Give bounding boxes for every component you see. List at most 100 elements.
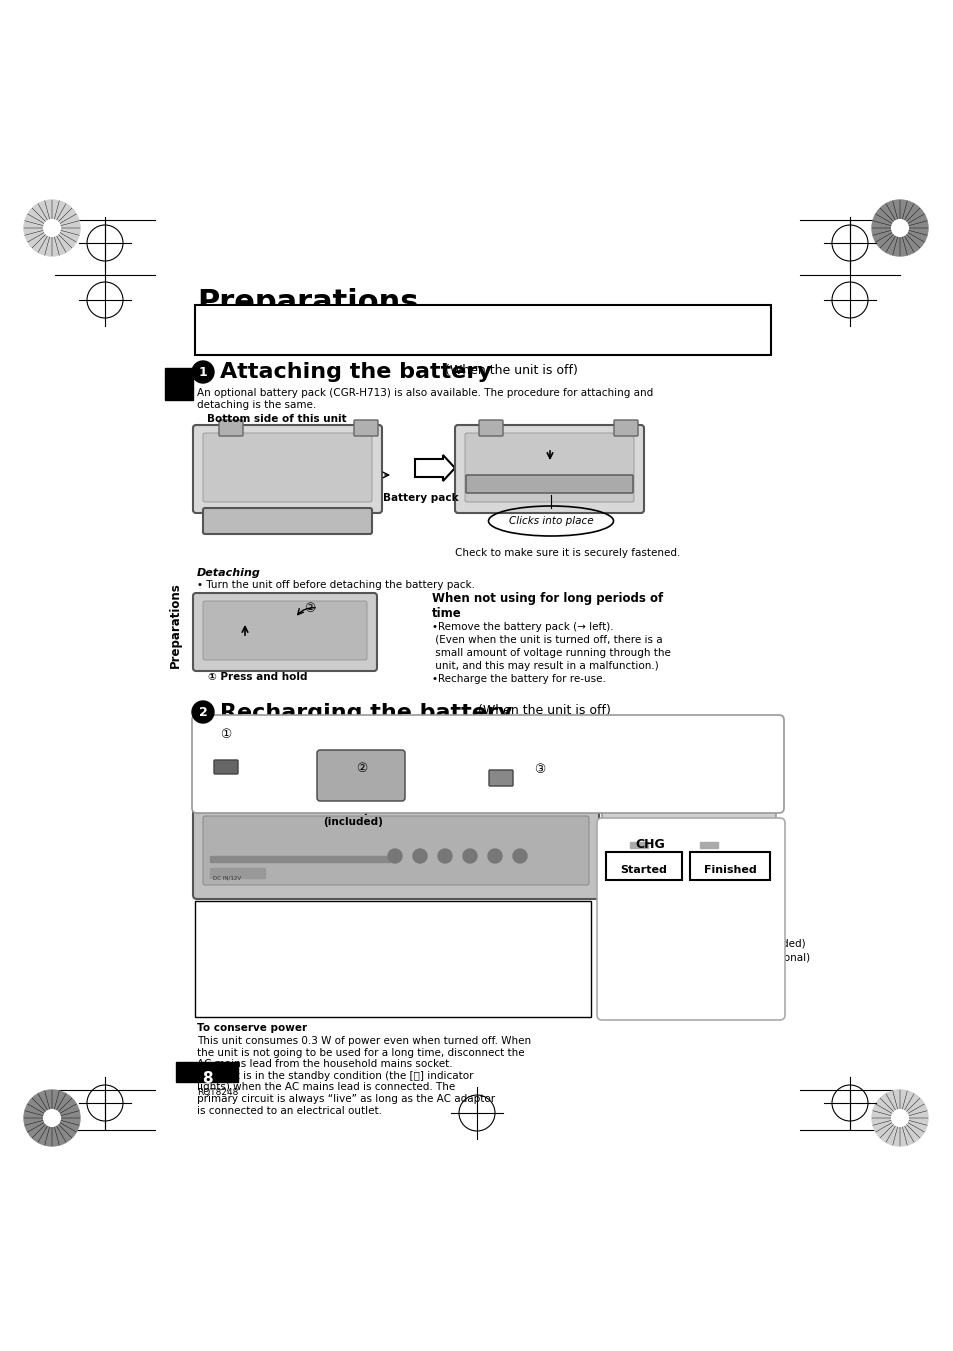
Circle shape: [462, 848, 476, 863]
Text: READ THE CAUTION FOR THE AC MAINS LEAD ON PAGE 2 BEFORE CONNECTION.: READ THE CAUTION FOR THE AC MAINS LEAD O…: [201, 334, 665, 345]
Text: (Even when the unit is turned off, there is a: (Even when the unit is turned off, there…: [432, 635, 662, 644]
Circle shape: [871, 1090, 927, 1146]
FancyBboxPatch shape: [192, 715, 783, 813]
Text: ②: ②: [356, 762, 367, 775]
Text: 8: 8: [201, 1071, 213, 1086]
Text: To conserve power: To conserve power: [196, 1023, 307, 1034]
Circle shape: [891, 1109, 907, 1127]
Bar: [629, 842, 647, 848]
FancyBboxPatch shape: [354, 420, 377, 436]
Text: Bottom side of this unit: Bottom side of this unit: [207, 413, 346, 424]
Text: • Turn the unit off before detaching the battery pack.: • Turn the unit off before detaching the…: [196, 580, 475, 590]
Circle shape: [488, 848, 501, 863]
FancyBboxPatch shape: [203, 508, 372, 534]
Text: (When the unit is off): (When the unit is off): [477, 704, 610, 717]
Bar: [165, 367, 193, 400]
FancyBboxPatch shape: [213, 761, 237, 774]
Text: When not using for long periods of
time: When not using for long periods of time: [432, 592, 662, 620]
FancyBboxPatch shape: [193, 426, 381, 513]
Circle shape: [513, 848, 526, 863]
FancyBboxPatch shape: [478, 420, 502, 436]
Text: included Car DC Adaptor).: included Car DC Adaptor).: [202, 971, 348, 982]
Text: DC IN: DC IN: [218, 800, 251, 811]
FancyBboxPatch shape: [193, 809, 598, 898]
Text: Recharging time :: Recharging time :: [606, 925, 711, 935]
Text: small amount of voltage running through the: small amount of voltage running through …: [432, 648, 670, 658]
Circle shape: [891, 220, 907, 236]
Circle shape: [44, 1109, 60, 1127]
Text: •Remove the battery pack (→ left).: •Remove the battery pack (→ left).: [432, 621, 613, 632]
Text: Recharging the battery: Recharging the battery: [220, 703, 512, 723]
FancyBboxPatch shape: [455, 426, 643, 513]
Text: Approx. 4 hours (CGR-H701, included): Approx. 4 hours (CGR-H701, included): [606, 939, 804, 948]
Text: Preparations: Preparations: [196, 288, 418, 317]
Circle shape: [24, 1090, 80, 1146]
FancyBboxPatch shape: [203, 434, 372, 503]
FancyBboxPatch shape: [219, 420, 243, 436]
Text: Approx. 10 hours (CGR-H713, optional): Approx. 10 hours (CGR-H713, optional): [606, 952, 809, 963]
FancyBboxPatch shape: [194, 901, 590, 1017]
Text: Battery pack: Battery pack: [382, 493, 458, 503]
FancyBboxPatch shape: [614, 420, 638, 436]
Text: connecting Car DC Adaptor (→ page 19, Connecting the: connecting Car DC Adaptor (→ page 19, Co…: [202, 958, 502, 969]
Text: Clicks into place: Clicks into place: [508, 516, 593, 526]
Text: CHG: CHG: [635, 832, 659, 842]
FancyBboxPatch shape: [194, 305, 770, 355]
FancyArrow shape: [415, 455, 455, 481]
FancyBboxPatch shape: [605, 852, 681, 880]
FancyBboxPatch shape: [597, 817, 784, 1020]
Text: AC mains lead (included): AC mains lead (included): [435, 734, 565, 743]
Text: [ⓩ]   goes out → lights: [ⓩ] goes out → lights: [606, 894, 720, 905]
FancyBboxPatch shape: [203, 816, 588, 885]
FancyBboxPatch shape: [689, 852, 769, 880]
Text: When finished, disconnect the AC
adaptor and the AC mains lead.: When finished, disconnect the AC adaptor…: [606, 971, 782, 993]
Circle shape: [413, 848, 427, 863]
Circle shape: [44, 220, 60, 236]
Text: CHG: CHG: [635, 838, 664, 851]
Text: ⏻: ⏻: [702, 832, 709, 842]
Bar: [210, 867, 265, 878]
Text: Check to make sure it is securely fastened.: Check to make sure it is securely fasten…: [455, 549, 679, 558]
Text: Detaching: Detaching: [196, 567, 260, 578]
Text: Finished: Finished: [703, 865, 756, 875]
Text: DC IN/12V: DC IN/12V: [213, 875, 241, 881]
Text: AC adaptor
(included): AC adaptor (included): [323, 805, 389, 827]
FancyBboxPatch shape: [489, 770, 513, 786]
Text: An optional battery pack (CGR-H713) is also available. The procedure for attachi: An optional battery pack (CGR-H713) is a…: [196, 388, 653, 409]
Circle shape: [192, 361, 213, 382]
FancyBboxPatch shape: [203, 601, 367, 661]
Bar: [700, 842, 718, 848]
Text: 1: 1: [198, 366, 207, 378]
FancyBboxPatch shape: [316, 750, 405, 801]
Circle shape: [388, 848, 401, 863]
FancyBboxPatch shape: [465, 476, 633, 493]
Text: connecting the AC adaptor and the AC mains lead.: connecting the AC adaptor and the AC mai…: [202, 929, 476, 940]
Text: ②: ②: [304, 603, 315, 615]
Bar: [175, 1062, 237, 1082]
Text: 2: 2: [198, 705, 207, 719]
Text: unit, and this may result in a malfunction.): unit, and this may result in a malfuncti…: [432, 661, 659, 671]
Circle shape: [192, 701, 213, 723]
Circle shape: [24, 200, 80, 255]
Text: Started: Started: [619, 865, 667, 875]
FancyBboxPatch shape: [464, 434, 634, 503]
Circle shape: [871, 200, 927, 255]
Text: To
household
mains socket: To household mains socket: [582, 762, 659, 796]
Text: [CHG] lights    → goes out: [CHG] lights → goes out: [606, 909, 740, 919]
Text: (When the unit is off): (When the unit is off): [444, 363, 578, 377]
Text: Attaching the battery: Attaching the battery: [220, 362, 492, 382]
Text: • You can also use this unit without charging while: • You can also use this unit without cha…: [202, 916, 465, 925]
Text: • You can also use this unit without charging while: • You can also use this unit without cha…: [202, 944, 465, 954]
FancyBboxPatch shape: [601, 811, 775, 898]
FancyBboxPatch shape: [193, 593, 376, 671]
Text: •Recharge the battery for re-use.: •Recharge the battery for re-use.: [432, 674, 605, 684]
Text: ③: ③: [534, 763, 545, 775]
Bar: [210, 857, 390, 862]
Text: ① Press and hold: ① Press and hold: [208, 671, 307, 682]
Text: This unit consumes 0.3 W of power even when turned off. When
the unit is not goi: This unit consumes 0.3 W of power even w…: [196, 1036, 531, 1116]
Text: RQT8248: RQT8248: [196, 1088, 238, 1097]
Text: ①: ①: [220, 728, 232, 740]
Text: FOR THE UNITED KINGDOM ONLY: FOR THE UNITED KINGDOM ONLY: [201, 320, 393, 330]
Text: Preparations: Preparations: [169, 582, 181, 667]
Circle shape: [437, 848, 452, 863]
